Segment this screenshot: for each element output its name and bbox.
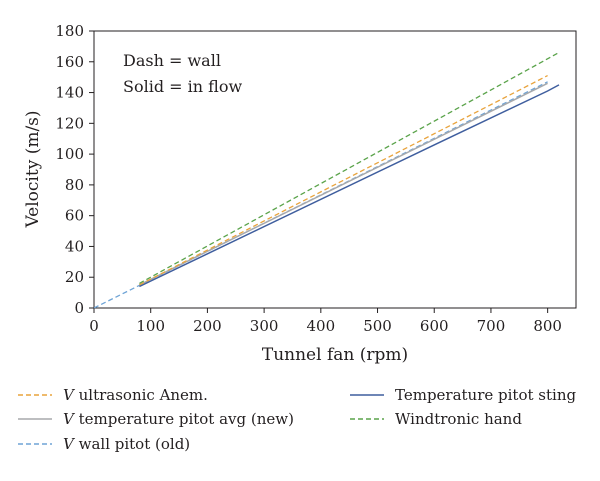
x-tick-label: 700 xyxy=(477,317,506,335)
x-axis-label: Tunnel fan (rpm) xyxy=(262,345,408,365)
y-tick-label: 40 xyxy=(65,237,84,255)
legend-label-var: V xyxy=(63,386,76,404)
legend-label: Windtronic hand xyxy=(395,410,522,428)
legend-label: V ultrasonic Anem. xyxy=(63,386,208,404)
legend-label-text: Windtronic hand xyxy=(395,410,522,428)
x-tick-label: 500 xyxy=(363,317,392,335)
legend-label: Temperature pitot sting xyxy=(395,386,576,404)
series-line-3 xyxy=(139,84,560,288)
series-layer xyxy=(93,51,560,309)
x-tick-label: 100 xyxy=(136,317,165,335)
x-tick-label: 800 xyxy=(533,317,562,335)
y-axis-label: Velocity (m/s) xyxy=(23,110,43,228)
legend-item-1: V temperature pitot avg (new) xyxy=(18,410,294,428)
annotation-solid: Solid = in flow xyxy=(123,77,242,96)
legend: V ultrasonic Anem.V temperature pitot av… xyxy=(18,386,576,453)
legend-label: V wall pitot (old) xyxy=(63,435,190,453)
axis-ticks: 0 100 200 300 400 500 600 700 800 0 20 40 60 80 100 120… xyxy=(55,22,562,335)
legend-item-4: Windtronic hand xyxy=(350,410,522,428)
legend-item-2: V wall pitot (old) xyxy=(18,435,190,453)
annotation-dash: Dash = wall xyxy=(123,51,221,70)
legend-label-text: temperature pitot avg (new) xyxy=(74,410,294,428)
x-tick-label: 300 xyxy=(250,317,279,335)
y-tick-label: 60 xyxy=(65,207,84,225)
legend-item-3: Temperature pitot sting xyxy=(350,386,576,404)
y-tick-label: 100 xyxy=(55,145,84,163)
x-tick-label: 600 xyxy=(420,317,449,335)
series-line-0 xyxy=(139,75,548,286)
legend-label: V temperature pitot avg (new) xyxy=(63,410,294,428)
legend-label-var: V xyxy=(63,410,76,428)
legend-item-0: V ultrasonic Anem. xyxy=(18,386,208,404)
legend-label-text: Temperature pitot sting xyxy=(395,386,576,404)
legend-label-var: V xyxy=(63,435,76,453)
x-tick-label: 200 xyxy=(193,317,222,335)
legend-label-text: ultrasonic Anem. xyxy=(74,386,208,404)
plot-area: 0 100 200 300 400 500 600 700 800 0 20 40 60 80 100 120… xyxy=(55,22,577,335)
y-tick-label: 80 xyxy=(65,176,84,194)
x-tick-label: 400 xyxy=(307,317,336,335)
series-line-1 xyxy=(139,82,548,286)
x-tick-label: 0 xyxy=(89,317,99,335)
y-tick-label: 120 xyxy=(55,114,84,132)
y-tick-label: 160 xyxy=(55,53,84,71)
y-tick-label: 20 xyxy=(65,268,84,286)
plot-frame xyxy=(93,30,577,309)
legend-label-text: wall pitot (old) xyxy=(74,435,190,453)
y-tick-label: 140 xyxy=(55,84,84,102)
y-tick-label: 180 xyxy=(55,22,84,40)
y-tick-label: 0 xyxy=(74,299,84,317)
